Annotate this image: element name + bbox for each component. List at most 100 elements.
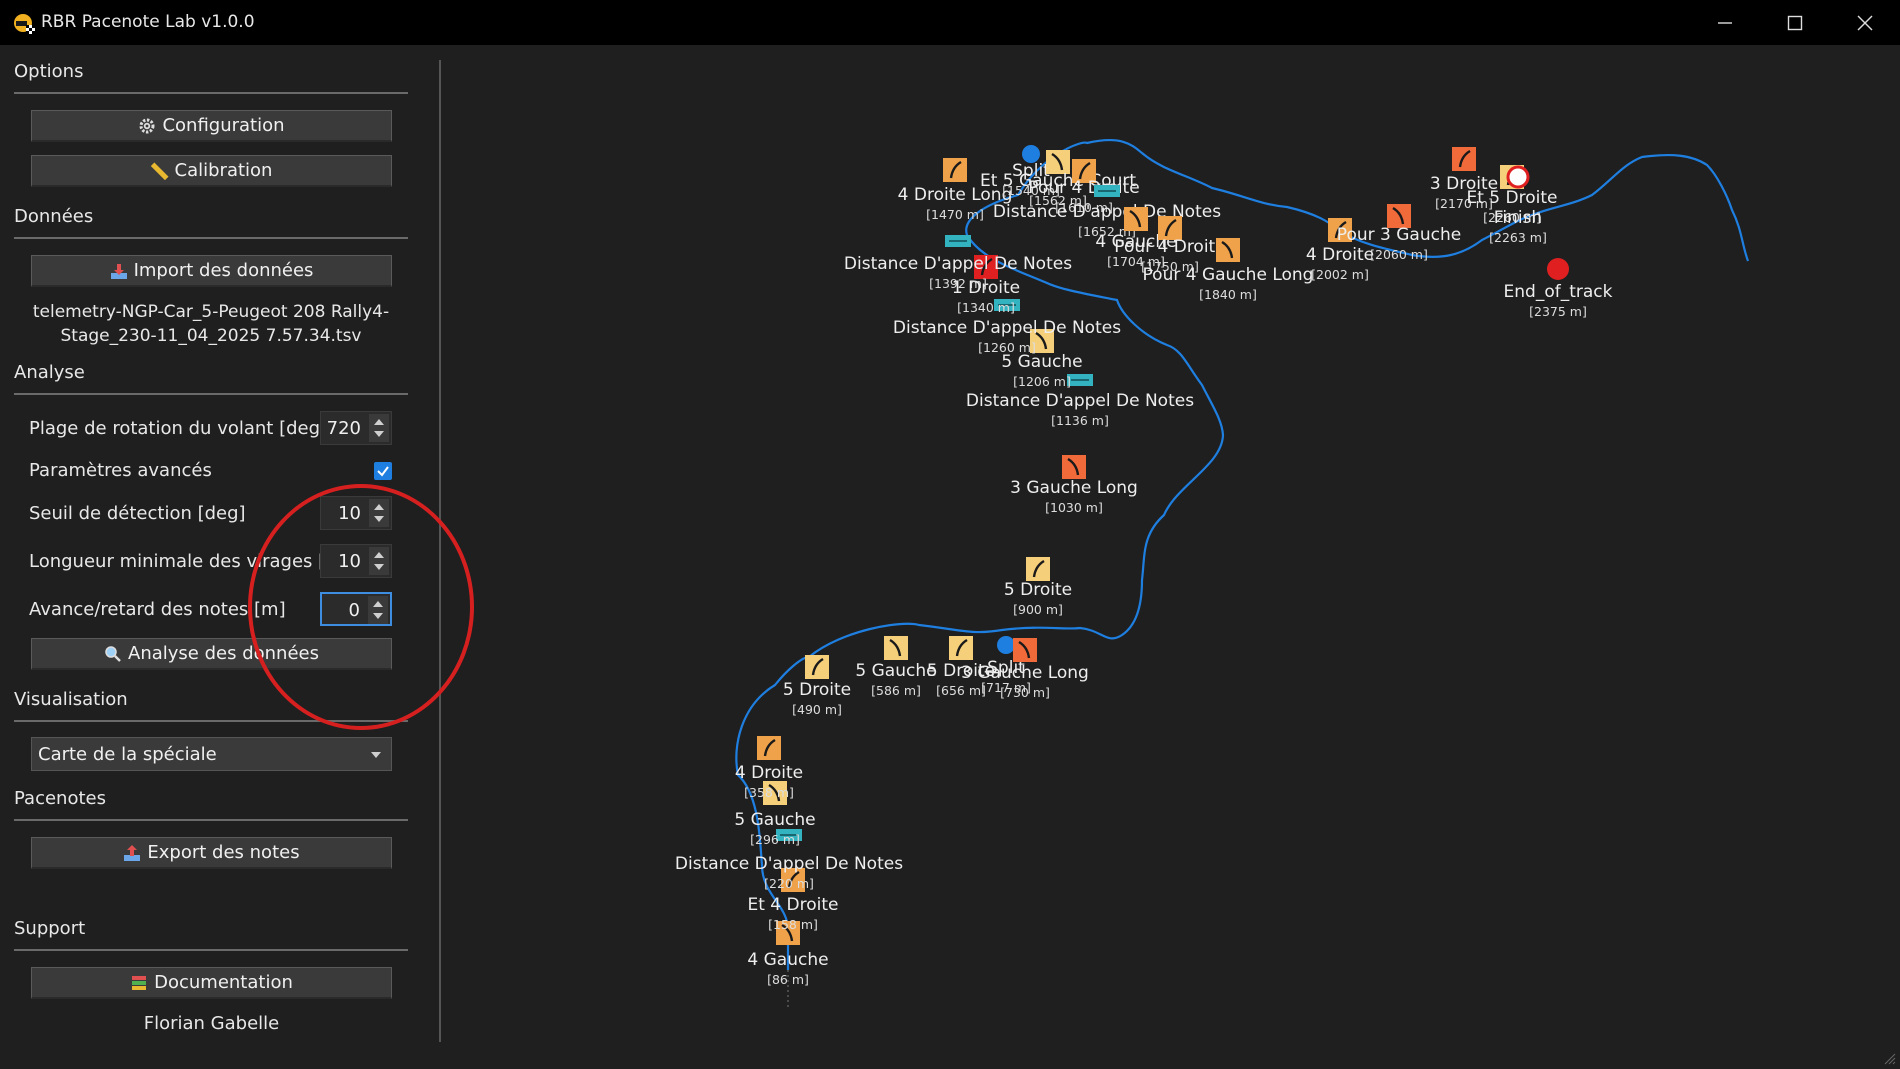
pacenote-marker[interactable]: 5 Gauche [586 m]	[855, 636, 936, 698]
stage-map[interactable]: 4 Gauche [86 m] Et 4 Droite [158 m] Distance…	[442, 45, 1900, 1069]
pacenote-marker[interactable]: 5 Droite [900 m]	[1004, 557, 1072, 617]
pacenote-marker[interactable]: 5 Gauche [1206 m]	[1001, 329, 1082, 389]
maximize-icon	[1787, 15, 1803, 31]
title-bar: RBR Pacenote Lab v1.0.0	[0, 0, 1900, 45]
notes-offset-spinbox[interactable]: 0	[320, 592, 392, 626]
turn-left-sign-icon	[1013, 638, 1037, 662]
export-notes-label: Export des notes	[147, 842, 299, 863]
pacenote-label: 5 Gauche	[734, 810, 815, 830]
window-title: RBR Pacenote Lab v1.0.0	[41, 12, 255, 32]
calibration-label: Calibration	[175, 160, 273, 181]
pacenote-label: Pour 4 Droite	[1114, 237, 1225, 257]
divider	[14, 819, 408, 821]
minimize-icon	[1717, 15, 1733, 31]
close-button[interactable]	[1830, 0, 1900, 45]
turn-left-sign-icon	[1216, 238, 1240, 262]
pacenote-distance: [1392 m]	[929, 276, 987, 291]
support-title: Support	[14, 918, 85, 939]
turn-left-sign-icon	[884, 636, 908, 660]
detection-threshold-label: Seuil de détection [deg]	[29, 503, 246, 524]
pacenote-label: 3 Gauche Long	[961, 663, 1089, 683]
pacenote-distance: [2002 m]	[1311, 267, 1369, 282]
spin-arrows-icon[interactable]	[369, 547, 389, 575]
panel-splitter[interactable]	[439, 60, 441, 1042]
turn-right-sign-icon	[757, 736, 781, 760]
steering-range-label: Plage de rotation du volant [deg]	[29, 418, 327, 439]
pacenote-distance: [1030 m]	[1045, 500, 1103, 515]
pacenote-marker[interactable]: 3 Gauche Long [1030 m]	[1010, 455, 1138, 515]
rally-helmet-icon	[12, 11, 36, 35]
spin-arrows-icon[interactable]	[369, 499, 389, 527]
pacenote-distance: [1840 m]	[1199, 287, 1257, 302]
author-name: Florian Gabelle	[31, 1013, 392, 1034]
checkmark-icon	[376, 464, 390, 478]
loaded-file-name: telemetry-NGP-Car_5-Peugeot 208 Rally4- …	[22, 300, 400, 348]
divider	[14, 393, 408, 395]
pacenote-distance: [586 m]	[871, 683, 921, 698]
divider	[14, 237, 408, 239]
visualisation-select[interactable]: Carte de la spéciale	[31, 737, 392, 771]
calibration-button[interactable]: Calibration	[31, 155, 392, 187]
finish-flag-icon	[1508, 167, 1528, 187]
pacenote-label: Distance D'appel De Notes	[675, 854, 903, 874]
pacenote-label: Pour 4 Gauche Long	[1143, 265, 1314, 285]
analyze-data-button[interactable]: Analyse des données	[31, 638, 392, 670]
divider	[14, 92, 408, 94]
split-icon	[997, 636, 1015, 654]
close-icon	[1857, 15, 1873, 31]
configuration-button[interactable]: Configuration	[31, 110, 392, 142]
detection-threshold-value: 10	[338, 503, 361, 524]
detection-threshold-spinbox[interactable]: 10	[320, 496, 392, 530]
documentation-button[interactable]: Documentation	[31, 967, 392, 999]
pacenote-marker[interactable]: End_of_track [2375 m]	[1504, 258, 1613, 319]
pacenote-marker[interactable]: Distance D'appel De Notes [1392 m]	[844, 235, 1072, 291]
export-tray-icon	[123, 844, 141, 862]
pacenote-label: End_of_track	[1504, 282, 1613, 302]
pacenote-distance: [86 m]	[767, 972, 809, 987]
pacenote-distance: [2263 m]	[1489, 230, 1547, 245]
divider	[14, 720, 408, 722]
books-icon	[130, 974, 148, 992]
steering-range-value: 720	[327, 418, 361, 439]
pacenote-distance: [220 m]	[764, 876, 814, 891]
pacenote-label: 5 Gauche	[855, 661, 936, 681]
pacenote-label: Et 4 Droite	[748, 895, 839, 915]
pacenote-label: Et 5 Droite	[1467, 188, 1558, 208]
pacenote-distance: [900 m]	[1013, 602, 1063, 617]
pacenote-marker[interactable]: 5 Droite [490 m]	[783, 655, 851, 717]
pacenote-label: 4 Droite	[1306, 245, 1374, 265]
configuration-label: Configuration	[162, 115, 284, 136]
steering-range-spinbox[interactable]: 720	[320, 411, 392, 445]
pacenote-marker[interactable]: Distance D'appel De Notes [1136 m]	[966, 374, 1194, 428]
export-notes-button[interactable]: Export des notes	[31, 837, 392, 869]
pacenote-label: 5 Gauche	[1001, 352, 1082, 372]
advanced-params-checkbox[interactable]	[374, 462, 392, 480]
analyze-data-label: Analyse des données	[128, 643, 319, 664]
import-data-button[interactable]: Import des données	[31, 255, 392, 287]
pacenote-label: Distance D'appel De Notes	[966, 391, 1194, 411]
min-corner-length-value: 10	[338, 551, 361, 572]
spin-arrows-icon[interactable]	[369, 414, 389, 442]
pacenote-distance: [358 m]	[744, 785, 794, 800]
documentation-label: Documentation	[154, 972, 293, 993]
spin-arrows-icon[interactable]	[368, 596, 388, 624]
turn-right-sign-icon	[1452, 147, 1476, 171]
pacenote-label: 5 Droite	[1004, 580, 1072, 600]
pacenote-label: Distance D'appel De Notes	[993, 202, 1221, 222]
min-corner-length-label: Longueur minimale des virages [m]	[29, 551, 350, 572]
min-corner-length-spinbox[interactable]: 10	[320, 544, 392, 578]
resize-grip-icon[interactable]	[1882, 1051, 1896, 1065]
data-section-title: Données	[14, 206, 93, 227]
pacenote-distance: [656 m]	[936, 683, 986, 698]
gear-icon	[138, 117, 156, 135]
turn-right-sign-icon	[805, 655, 829, 679]
visualisation-selected: Carte de la spéciale	[38, 744, 217, 765]
divider	[14, 949, 408, 951]
turn-right-sign-icon	[1026, 557, 1050, 581]
notes-offset-value: 0	[349, 600, 360, 621]
notes-offset-label: Avance/retard des notes [m]	[29, 599, 286, 620]
pacenote-distance: [1340 m]	[957, 300, 1015, 315]
minimize-button[interactable]	[1690, 0, 1760, 45]
maximize-button[interactable]	[1760, 0, 1830, 45]
pacenote-marker[interactable]: 4 Droite [358 m]	[735, 736, 803, 800]
